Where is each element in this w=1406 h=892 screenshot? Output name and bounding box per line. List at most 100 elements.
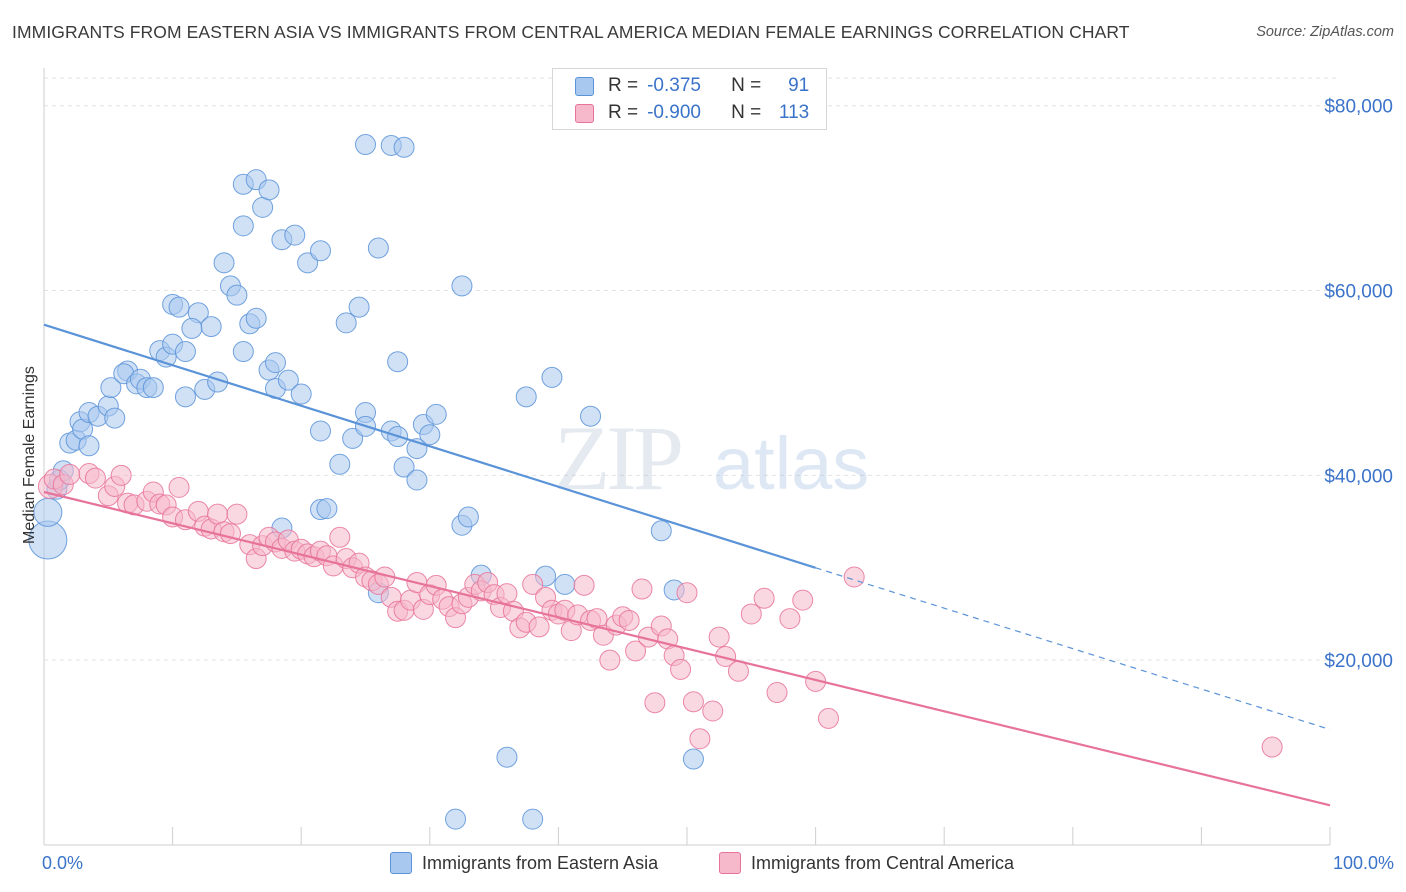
y-tick-label: $40,000 — [1324, 466, 1393, 487]
data-point — [625, 640, 647, 662]
n-value: 91 — [788, 75, 810, 96]
data-point — [682, 748, 704, 770]
series-central-america — [37, 463, 1283, 758]
n-value: 113 — [778, 102, 810, 123]
data-point — [618, 609, 640, 631]
data-point — [753, 587, 775, 609]
data-point — [541, 366, 563, 388]
data-point — [702, 700, 724, 722]
eastern-asia-swatch — [575, 76, 594, 96]
data-point — [496, 583, 518, 605]
data-point — [843, 566, 865, 588]
data-point — [599, 649, 621, 671]
data-point — [367, 237, 389, 259]
data-point — [580, 405, 602, 427]
data-point — [522, 573, 544, 595]
stats-legend: R = -0.375 N = 91 R = -0.900 N = 113 — [552, 68, 827, 130]
data-point — [181, 317, 203, 339]
x-tick-label-max: 100.0% — [1332, 853, 1394, 873]
data-point — [792, 589, 814, 611]
data-point — [355, 134, 376, 156]
data-point — [708, 626, 730, 648]
data-point — [406, 469, 428, 491]
data-point — [168, 476, 190, 498]
trend-line-eastern-asia — [43, 323, 816, 569]
data-point — [670, 658, 692, 680]
legend-label-eastern-asia: Immigrants from Eastern Asia — [422, 852, 659, 873]
data-point — [817, 707, 839, 729]
data-point — [676, 582, 698, 604]
data-point — [200, 316, 222, 338]
data-point — [110, 464, 132, 486]
trend-line-central-america — [43, 490, 1331, 807]
y-tick-label: $20,000 — [1324, 651, 1393, 672]
series — [28, 134, 1283, 830]
data-point — [316, 498, 338, 520]
axes — [43, 68, 1331, 846]
chart-title: IMMIGRANTS FROM EASTERN ASIA VS IMMIGRAN… — [12, 22, 1130, 42]
central-america-swatch — [575, 103, 594, 123]
data-point — [297, 252, 319, 274]
data-point — [277, 369, 299, 391]
data-point — [290, 383, 312, 405]
data-point — [348, 296, 370, 318]
n-label: N = — [731, 102, 762, 123]
watermark-atlas: atlas — [713, 422, 869, 505]
data-point — [142, 377, 164, 399]
data-point — [100, 377, 122, 399]
source-label: Source: ZipAtlas.com — [1256, 24, 1394, 40]
data-point — [445, 808, 467, 830]
data-point — [419, 424, 441, 446]
data-point — [727, 660, 749, 682]
data-point — [457, 506, 479, 528]
data-point — [59, 463, 81, 485]
data-point — [245, 307, 267, 329]
stats-row-eastern-asia: R = -0.375 N = 91 — [575, 74, 809, 98]
data-point — [573, 574, 595, 596]
data-point — [766, 682, 788, 704]
data-point — [284, 224, 306, 246]
data-point — [309, 420, 331, 442]
data-point — [226, 284, 248, 306]
r-label: R = — [608, 102, 639, 123]
data-point — [213, 252, 235, 274]
data-point — [451, 275, 473, 297]
data-point — [258, 179, 280, 201]
data-point — [515, 386, 537, 408]
data-point — [1261, 736, 1283, 758]
data-point — [232, 215, 254, 237]
data-point — [84, 467, 106, 489]
data-point — [740, 603, 762, 625]
y-axis-label: Median Female Earnings — [21, 366, 38, 544]
data-point — [264, 352, 286, 374]
data-point — [342, 427, 364, 449]
stats-row-central-america: R = -0.900 N = 113 — [575, 101, 809, 125]
data-point — [335, 312, 357, 334]
series-legend: Immigrants from Eastern Asia Immigrants … — [0, 852, 1406, 878]
data-point — [174, 386, 196, 408]
data-point — [682, 691, 704, 713]
data-point — [387, 351, 409, 373]
data-point — [174, 341, 196, 363]
legend-item-eastern-asia[interactable]: Immigrants from Eastern Asia — [390, 852, 658, 874]
r-label: R = — [608, 75, 639, 96]
data-point — [689, 728, 711, 750]
y-tick-label: $80,000 — [1324, 97, 1393, 118]
data-point — [329, 526, 351, 548]
y-tick-labels: $20,000 $40,000 $60,000 $80,000 — [1324, 97, 1393, 672]
watermark: ZIP atlas — [554, 407, 869, 509]
data-point — [226, 503, 248, 525]
r-value: -0.375 — [647, 75, 701, 96]
n-label: N = — [731, 75, 762, 96]
data-point — [309, 240, 331, 262]
data-point — [252, 196, 274, 218]
x-tick-label-min: 0.0% — [42, 853, 84, 873]
data-point — [496, 746, 518, 768]
trend-line-extension — [815, 567, 1331, 731]
trend-lines — [43, 323, 1331, 807]
y-tick-label: $60,000 — [1324, 282, 1393, 303]
legend-item-central-america[interactable]: Immigrants from Central America — [719, 852, 1014, 874]
data-point — [554, 573, 576, 595]
grid-lines — [44, 77, 1338, 661]
